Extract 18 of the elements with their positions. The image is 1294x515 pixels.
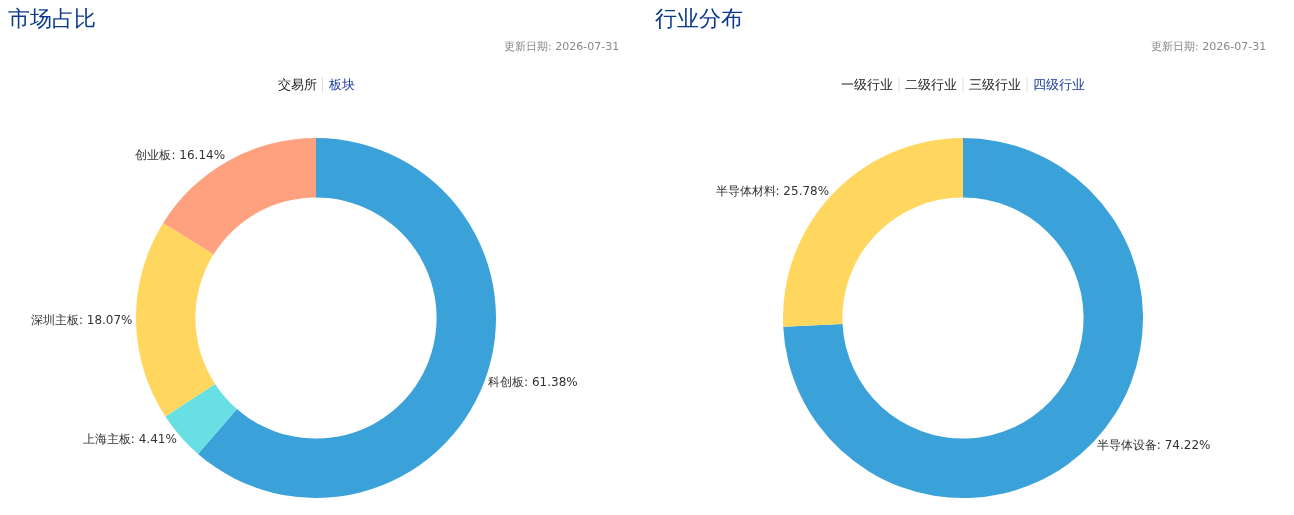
slice-label: 上海主板: 4.41% (82, 432, 177, 447)
text: 交易所 (278, 77, 317, 92)
slice-label: 深圳主板: 18.07% (30, 312, 133, 327)
slice-label: 半导体设备: 74.22% (1096, 438, 1211, 453)
slice-label: 科创板: 61.38% (488, 374, 578, 389)
slice-label: 半导体材料: 25.78% (715, 183, 830, 198)
text: 二级行业 (905, 77, 957, 92)
donut-slice (136, 222, 216, 417)
chart-subtitle: 更新日期: 2026-07-31 (504, 40, 620, 53)
chart-title: 市场占比 (8, 6, 96, 31)
slice-label: 创业板: 16.14% (135, 148, 226, 163)
text: 板块 (328, 77, 355, 92)
text: 四级行业 (1033, 77, 1085, 92)
text: 三级行业 (969, 77, 1021, 92)
donut-slice (783, 138, 963, 327)
chart-title: 行业分布 (655, 6, 743, 31)
text: 一级行业 (841, 77, 893, 92)
chart-subtitle: 更新日期: 2026-07-31 (1151, 40, 1267, 53)
